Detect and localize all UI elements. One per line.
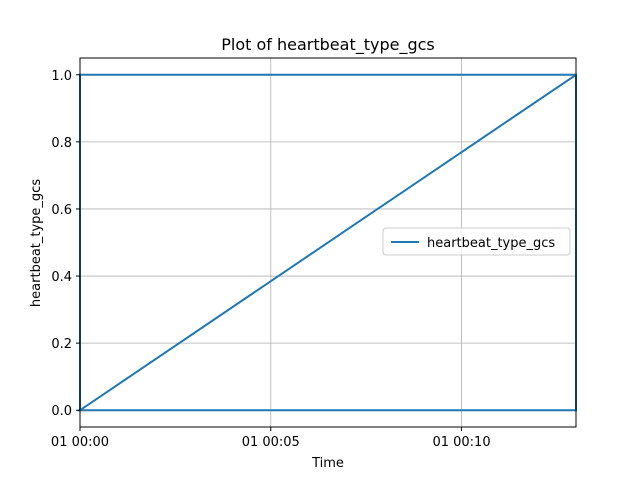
legend-entry-label: heartbeat_type_gcs [427, 236, 555, 251]
legend-box [382, 227, 571, 256]
x-tick-label: 01 00:00 [51, 435, 109, 450]
y-tick-label: 1.0 [51, 69, 72, 84]
y-tick-label: 0.8 [51, 136, 72, 151]
x-tick-label: 01 00:10 [432, 435, 490, 450]
legend: heartbeat_type_gcs [382, 227, 571, 256]
y-tick-label: 0.4 [51, 270, 72, 285]
y-axis-label: heartbeat_type_gcs [29, 179, 44, 307]
chart-title: Plot of heartbeat_type_gcs [221, 35, 435, 55]
plot-frame [79, 57, 577, 428]
y-tick-label: 0.2 [51, 337, 72, 352]
x-axis: 01 00:00 01 00:05 01 00:10 [51, 427, 491, 450]
y-axis: 0.0 0.2 0.4 0.6 0.8 1.0 [51, 69, 80, 419]
y-tick-label: 0.6 [51, 203, 72, 218]
y-tick-label: 0.0 [51, 404, 72, 419]
x-axis-label: Time [311, 456, 344, 471]
x-tick-label: 01 00:05 [242, 435, 300, 450]
